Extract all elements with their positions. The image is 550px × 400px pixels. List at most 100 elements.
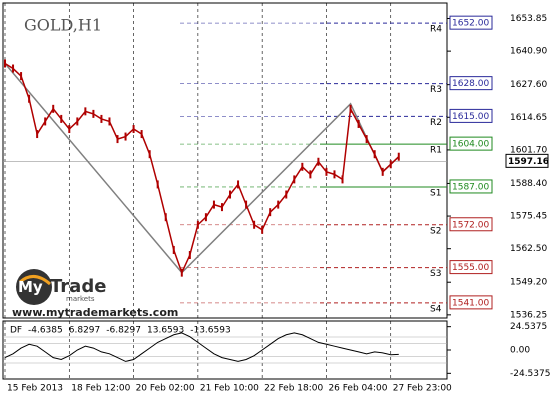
- price-bar: [389, 160, 392, 169]
- level-price: 1587.00: [452, 182, 489, 192]
- price-bar: [52, 104, 55, 113]
- brand-name-b: Trade: [50, 276, 106, 297]
- level-price: 1572.00: [452, 220, 489, 230]
- price-bar: [269, 208, 272, 217]
- main-frame: [2, 2, 448, 319]
- price-bar: [373, 150, 376, 159]
- y-tick-label: 1588.40: [510, 179, 547, 189]
- indicator-label: DF: [10, 326, 22, 336]
- price-bar: [237, 180, 240, 189]
- level-name: S2: [430, 226, 441, 236]
- price-bar: [357, 119, 360, 128]
- y-tick-label: 1562.50: [510, 244, 547, 254]
- price-bar: [180, 268, 183, 277]
- brand-sub: markets: [66, 295, 95, 303]
- level-box: [449, 260, 493, 275]
- price-bar: [108, 117, 111, 126]
- price-bar: [12, 64, 15, 73]
- last-price: 1597.16: [508, 157, 549, 167]
- price-bar: [164, 213, 167, 222]
- y-tick-label: 1653.85: [510, 14, 547, 24]
- price-bar: [124, 132, 127, 141]
- price-bar: [277, 200, 280, 209]
- x-tick-label: 26 Feb 04:00: [328, 384, 387, 394]
- price-bar: [381, 167, 384, 176]
- price-bar: [132, 125, 135, 133]
- price-bar: [116, 135, 119, 144]
- indicator-reading: 6.8297: [69, 326, 101, 336]
- price-bar: [204, 213, 207, 222]
- indicator-line: [4, 332, 399, 362]
- price-bar: [188, 251, 191, 259]
- indicator-reading: -13.6593: [190, 326, 230, 336]
- price-bar: [84, 107, 87, 116]
- level-price: 1628.00: [452, 79, 489, 89]
- price-bar: [220, 203, 223, 212]
- price-bar: [365, 135, 368, 144]
- indicator-reading: 13.6593: [147, 326, 184, 336]
- brand-name-a: My: [18, 278, 43, 296]
- price-bar: [4, 59, 6, 68]
- level-name: R4: [430, 25, 442, 35]
- price-bar: [196, 220, 199, 229]
- y-tick-label: 1640.90: [510, 47, 547, 57]
- level-box: [449, 76, 493, 91]
- level-price: 1541.00: [452, 298, 489, 308]
- level-box: [449, 179, 493, 194]
- x-tick-label: 15 Feb 2013: [7, 384, 63, 394]
- price-bar: [44, 117, 47, 126]
- price-bar: [172, 245, 175, 254]
- price-bar: [253, 220, 256, 229]
- price-bar: [20, 72, 23, 81]
- x-tick-label: 22 Feb 18:00: [264, 384, 323, 394]
- level-box: [449, 108, 493, 123]
- price-bar: [341, 175, 344, 184]
- level-price: 1615.00: [452, 112, 489, 122]
- level-name: R3: [430, 85, 442, 95]
- y-tick-label: 1627.60: [510, 80, 547, 90]
- price-bar: [76, 117, 79, 126]
- x-tick-label: 18 Feb 12:00: [71, 384, 130, 394]
- level-name: S4: [430, 304, 442, 314]
- y-tick-label: 24.5375: [510, 322, 547, 332]
- price-bar: [140, 130, 143, 139]
- price-bar: [301, 162, 304, 171]
- price-bar: [285, 190, 288, 199]
- price-bar: [60, 114, 63, 123]
- price-bar: [293, 175, 296, 184]
- price-line: [4, 62, 400, 275]
- y-tick-label: 0.00: [510, 346, 530, 356]
- level-name: S3: [430, 269, 441, 279]
- level-name: S1: [430, 188, 441, 198]
- level-box: [449, 295, 493, 310]
- x-tick-label: 27 Feb 23:00: [393, 384, 452, 394]
- y-tick-label: 1601.70: [510, 145, 547, 155]
- price-bar: [261, 225, 264, 234]
- price-bar: [333, 170, 336, 179]
- logo-swoosh: [19, 275, 51, 286]
- y-tick-label: 1536.25: [510, 310, 547, 320]
- level-box: [449, 217, 493, 232]
- price-bar: [229, 190, 232, 199]
- price-bar: [309, 170, 312, 179]
- y-tick-label: 1549.20: [510, 278, 547, 288]
- level-box: [449, 15, 493, 30]
- price-bar: [100, 114, 103, 123]
- price-bar: [36, 130, 39, 139]
- indicator-reading: -4.6385: [28, 326, 63, 336]
- y-tick-label: 1575.45: [510, 212, 547, 222]
- level-price: 1652.00: [452, 19, 489, 29]
- price-bar: [68, 125, 71, 133]
- x-tick-label: 21 Feb 10:00: [200, 384, 259, 394]
- price-bar: [245, 200, 248, 209]
- chart-title: GOLD,H1: [24, 16, 102, 35]
- price-bar: [349, 104, 352, 113]
- y-tick-label: -24.5375: [510, 369, 550, 379]
- level-price: 1555.00: [452, 263, 489, 273]
- level-name: R1: [430, 146, 442, 156]
- x-tick-label: 20 Feb 02:00: [136, 384, 195, 394]
- logo: My Trade markets www.mytrademarkets.com: [12, 269, 178, 319]
- price-bar: [92, 109, 95, 118]
